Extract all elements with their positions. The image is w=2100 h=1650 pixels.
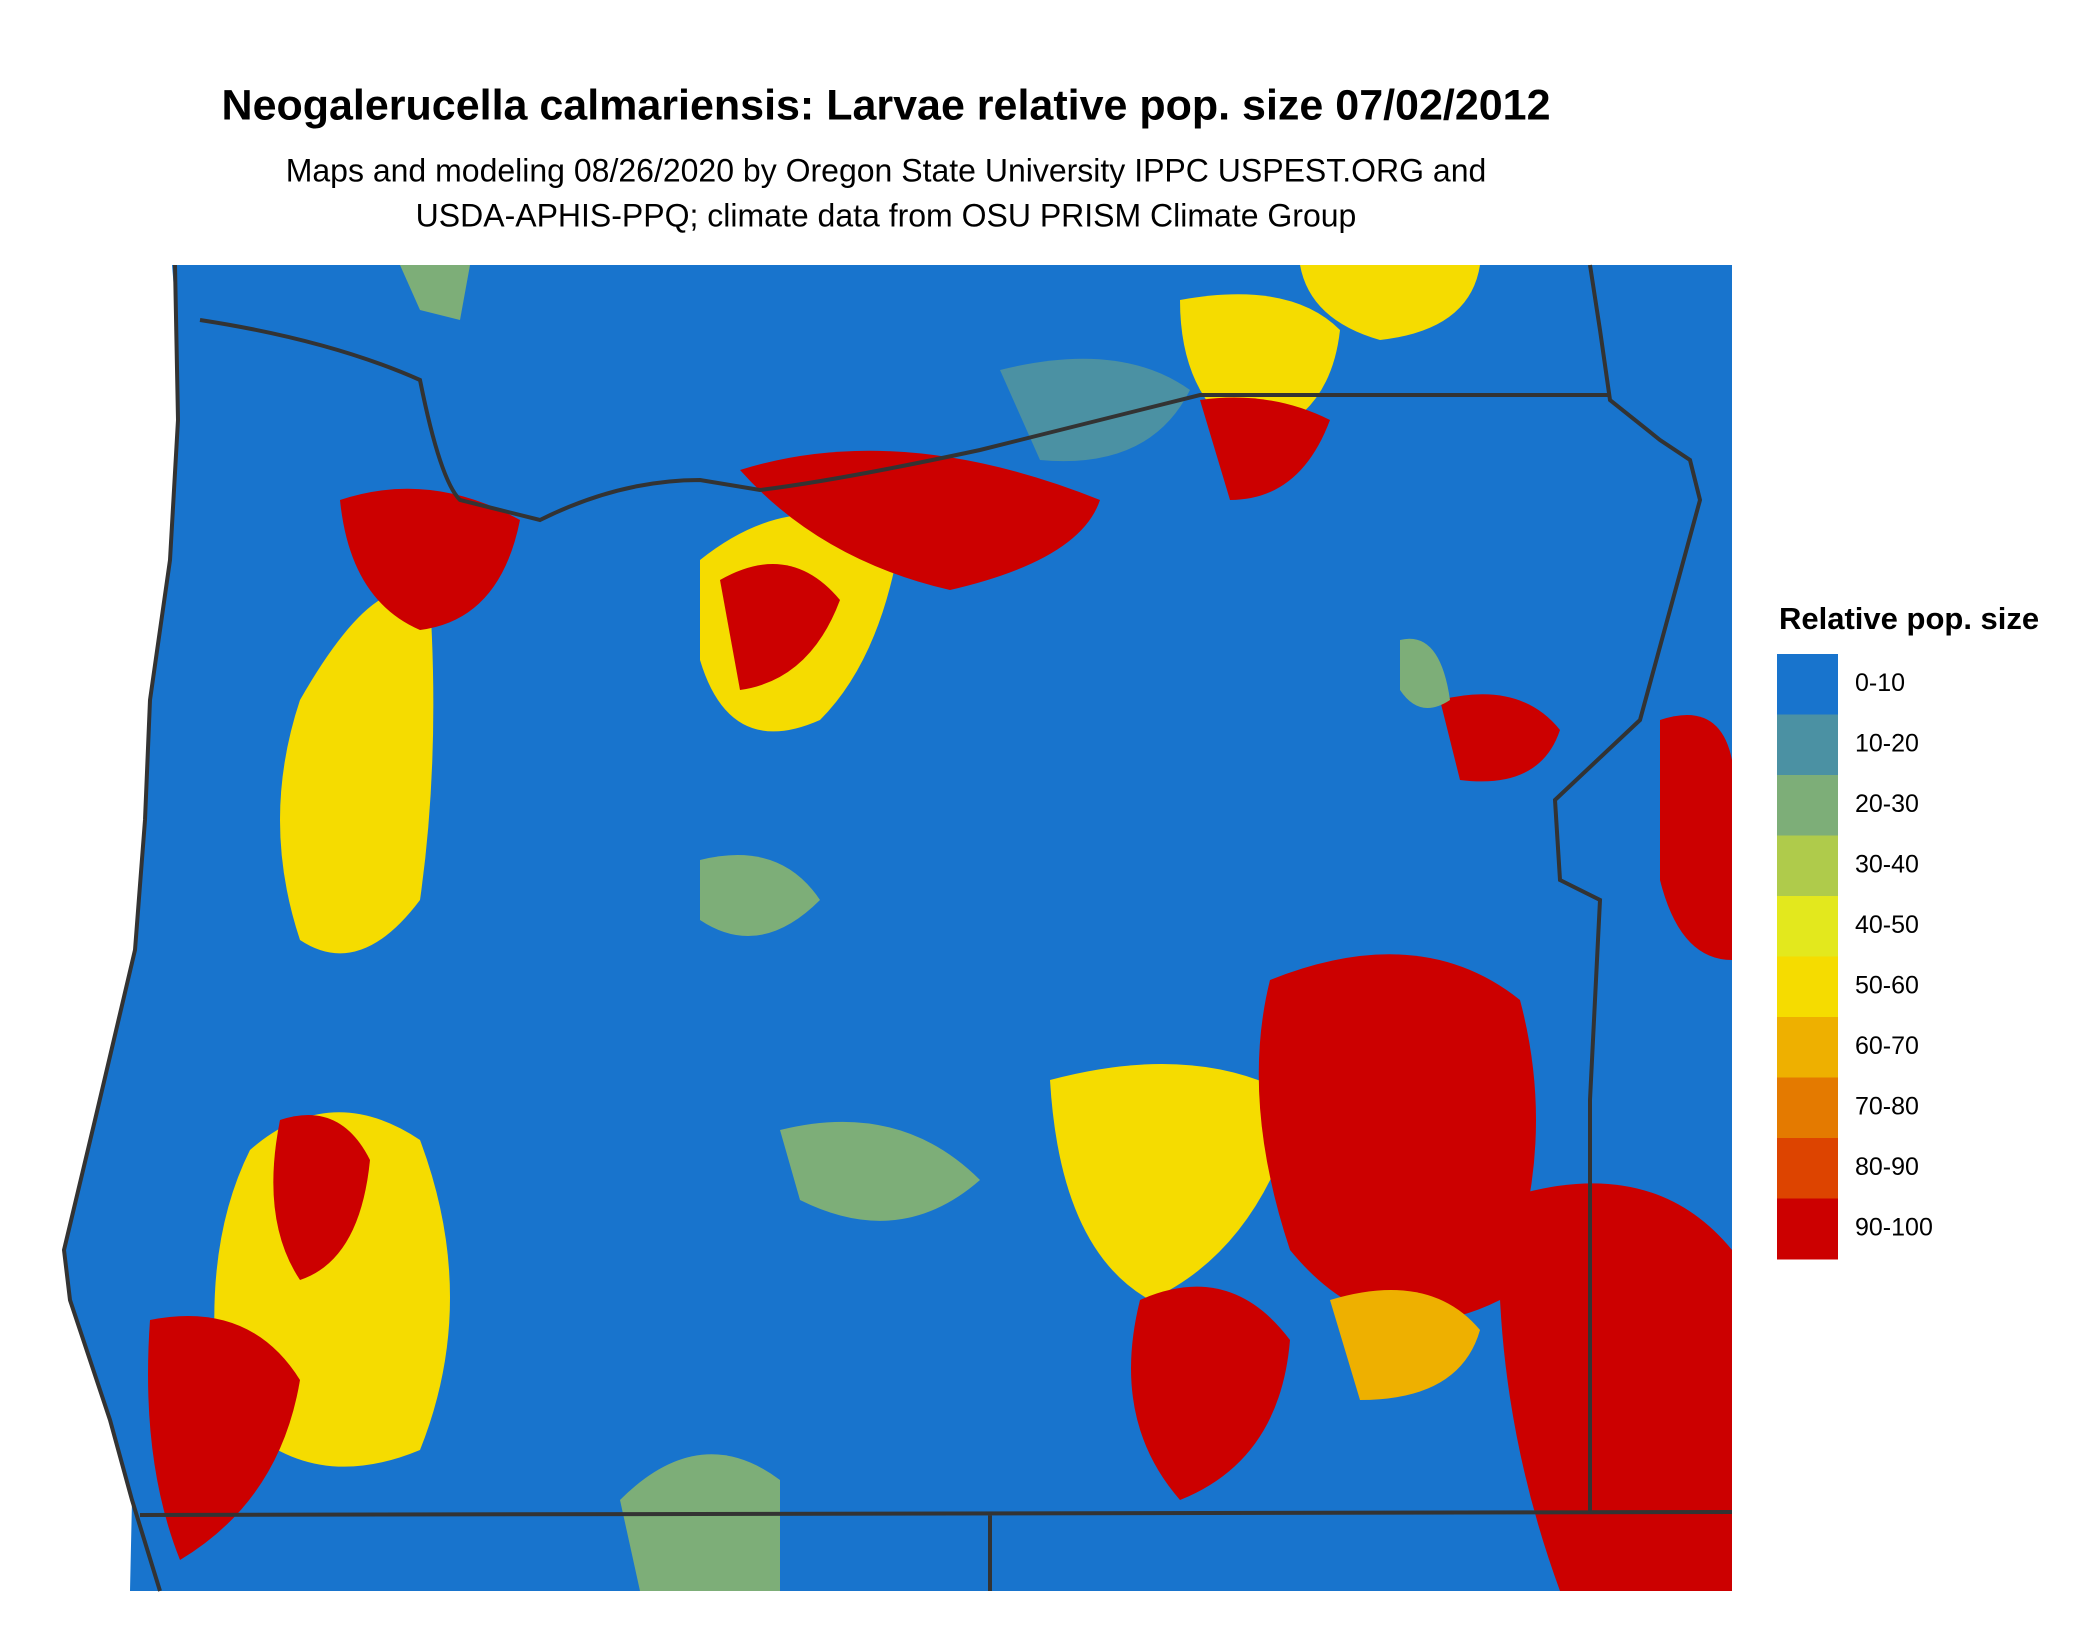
map-region bbox=[340, 488, 520, 630]
map-region bbox=[700, 855, 820, 936]
legend-label: 50-60 bbox=[1855, 971, 1919, 999]
map-region bbox=[1400, 638, 1450, 708]
state-border bbox=[61, 264, 1733, 1592]
legend-label: 60-70 bbox=[1855, 1032, 1919, 1060]
legend-swatch bbox=[1777, 1138, 1838, 1199]
map-region bbox=[1000, 358, 1190, 462]
map bbox=[61, 264, 1733, 1592]
legend-swatch bbox=[1777, 654, 1838, 715]
legend-swatch bbox=[1777, 775, 1838, 836]
legend-swatch bbox=[1777, 714, 1838, 776]
map-region bbox=[280, 591, 434, 954]
legend-label: 70-80 bbox=[1855, 1092, 1919, 1120]
map-region bbox=[1050, 1064, 1300, 1300]
legend: 0-10 10-20 20-30 30-40 40-50 50-60 60-70 70-80 8… bbox=[1777, 654, 1933, 1260]
map-region bbox=[740, 450, 1100, 590]
map-region bbox=[273, 1115, 370, 1280]
map-region bbox=[1330, 1290, 1480, 1400]
legend-swatch bbox=[1777, 1198, 1838, 1260]
legend-label: 10-20 bbox=[1855, 729, 1919, 757]
legend-label: 30-40 bbox=[1855, 850, 1919, 878]
legend-swatch bbox=[1777, 1017, 1838, 1078]
legend-swatch bbox=[1777, 956, 1838, 1018]
map-region bbox=[400, 265, 470, 320]
legend-label: 20-30 bbox=[1855, 790, 1919, 818]
legend-swatch bbox=[1777, 1077, 1838, 1139]
subtitle: USDA-APHIS-PPQ; climate data from OSU PR… bbox=[416, 197, 1357, 233]
subtitle: Maps and modeling 08/26/2020 by Oregon S… bbox=[286, 152, 1487, 188]
legend-swatch bbox=[1777, 896, 1838, 957]
map-region bbox=[1660, 715, 1732, 960]
legend-label: 40-50 bbox=[1855, 911, 1919, 939]
legend-title: Relative pop. size bbox=[1779, 601, 2039, 636]
map-region bbox=[720, 564, 840, 690]
map-region bbox=[1258, 954, 1536, 1322]
map-region bbox=[1498, 1183, 1732, 1591]
map-region bbox=[1131, 1286, 1290, 1500]
map-region bbox=[620, 1454, 780, 1591]
legend-label: 0-10 bbox=[1855, 669, 1905, 697]
map-region bbox=[780, 1121, 980, 1221]
map-region bbox=[1200, 397, 1330, 500]
legend-label: 90-100 bbox=[1855, 1213, 1933, 1241]
map-region bbox=[148, 1316, 300, 1560]
legend-label: 80-90 bbox=[1855, 1153, 1919, 1181]
map-region bbox=[1300, 265, 1480, 340]
legend-swatch bbox=[1777, 835, 1838, 897]
map-region bbox=[1440, 694, 1560, 782]
title: Neogalerucella calmariensis: Larvae rela… bbox=[222, 81, 1551, 129]
